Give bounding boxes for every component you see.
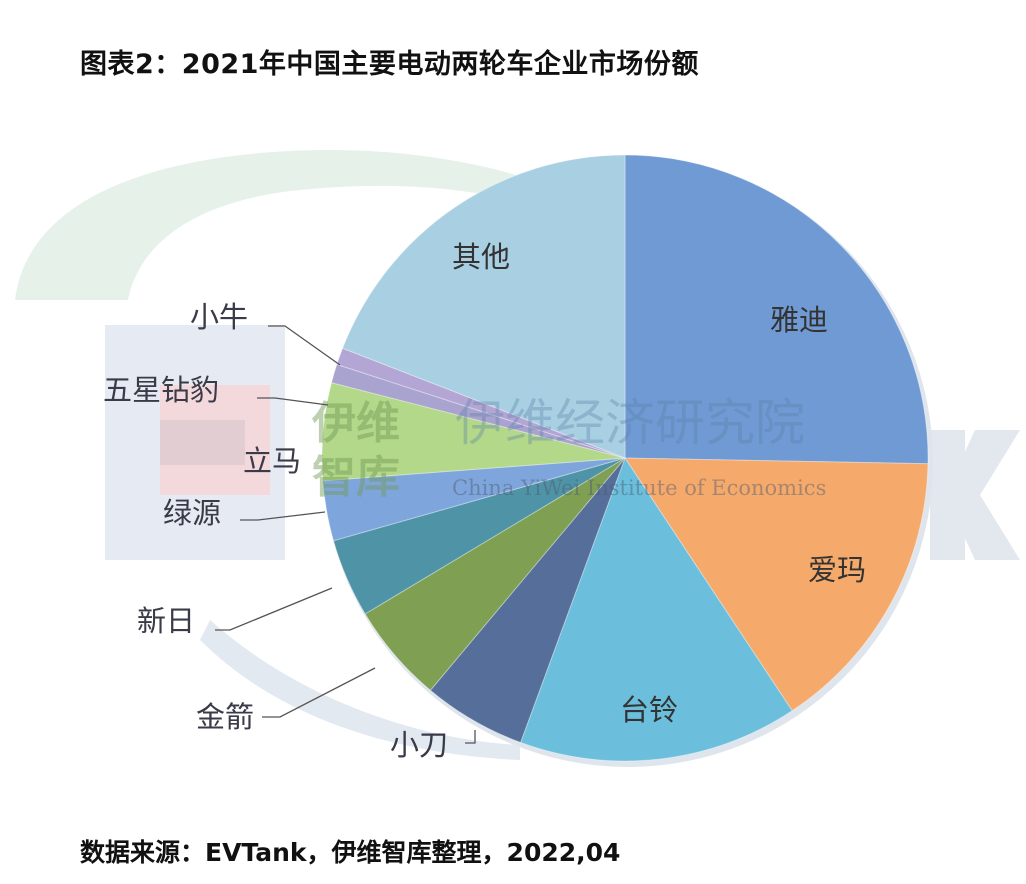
pie-slice-0 [624, 154, 929, 465]
label-xinri: 新日 [137, 604, 195, 638]
leader-line-xiaoniu [268, 325, 341, 366]
pie-slice-9 [336, 347, 626, 459]
label-lvyuan: 绿源 [163, 496, 221, 530]
label-qita: 其他 [452, 240, 510, 274]
label-jinjian: 金箭 [196, 700, 254, 734]
label-yadi: 雅迪 [770, 303, 828, 337]
label-aima: 爱玛 [808, 553, 866, 587]
watermark-k [930, 430, 1020, 560]
chart-title: 图表2：2021年中国主要电动两轮车企业市场份额 [80, 49, 699, 80]
data-source: 数据来源：EVTank，伊维智库整理，2022,04 [80, 838, 621, 867]
pie-slice-10 [341, 154, 626, 459]
watermark-swoosh [15, 150, 620, 300]
label-tailing: 台铃 [620, 693, 678, 727]
pie-slice-1 [624, 457, 929, 712]
pie-slice-4 [364, 457, 626, 691]
leader-line-xinri [215, 587, 333, 631]
leader-line-wuxing [257, 397, 329, 406]
pie-slices [321, 154, 933, 767]
label-wuxingzuanbao: 五星钻豹 [103, 373, 219, 407]
pie-slice-2 [519, 456, 793, 762]
watermark-logo-gray [160, 420, 245, 465]
label-xiaoniu: 小牛 [190, 300, 248, 334]
watermark-cn-main: 伊维经济研究院 [455, 394, 805, 452]
leader-lines [215, 325, 476, 744]
watermark-cn-small-1: 伊维 [311, 398, 400, 449]
pie-slice-3 [429, 457, 626, 744]
watermark-en-main: China YiWei Institute of Economics [452, 476, 826, 500]
pie-slice-8 [330, 363, 626, 459]
label-xiaodao: 小刀 [390, 728, 448, 762]
pie-slice-7 [321, 382, 626, 482]
pie-slice-5 [332, 457, 626, 615]
watermark [15, 150, 1020, 760]
leader-line-xiaodao [465, 730, 476, 744]
watermark-text: 伊维经济研究院 China YiWei Institute of Economi… [311, 394, 826, 503]
watermark-cn-small-2: 智库 [312, 452, 400, 503]
watermark-bottom-swoosh [200, 620, 520, 760]
pie-slice-6 [322, 457, 626, 542]
label-lima: 立马 [243, 444, 301, 478]
leader-line-lvyuan [240, 511, 326, 521]
leader-line-jinjian [262, 667, 376, 718]
